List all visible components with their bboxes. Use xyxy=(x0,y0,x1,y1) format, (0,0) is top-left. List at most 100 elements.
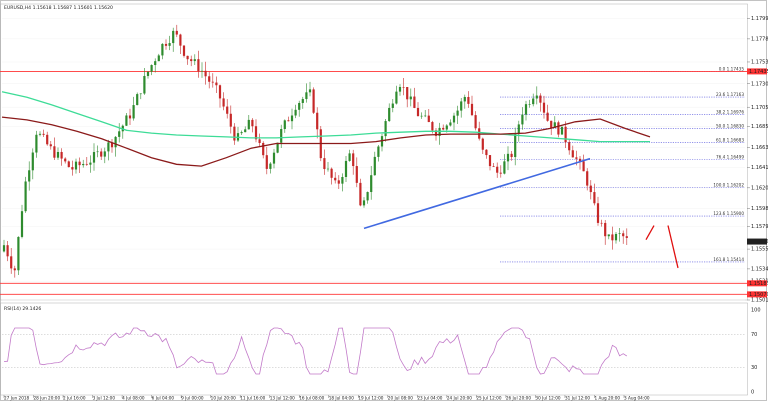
time-tick-label: 16 Jul 08:00 xyxy=(299,396,324,401)
candle-body xyxy=(420,115,423,117)
candle-body xyxy=(272,152,276,164)
candle-body xyxy=(532,98,535,105)
candle-body xyxy=(341,176,344,184)
price-tick-label: 1.17305 xyxy=(751,81,768,87)
time-tick-label: 2 Jul 16:00 xyxy=(63,396,86,401)
time-axis: 27 Jun 2018 28 Jun 20:00 2 Jul 16:00 3 Jul … xyxy=(3,395,650,401)
candle-body xyxy=(190,59,193,62)
rsi-line xyxy=(3,327,628,375)
time-tick-label: 18 Jul 04:00 xyxy=(329,396,354,401)
candle-body xyxy=(395,91,398,104)
candle-body xyxy=(258,139,261,143)
candle-body xyxy=(269,163,272,169)
candle-body xyxy=(496,166,499,173)
time-tick-label: 4 Jul 08:00 xyxy=(122,396,145,401)
candle-body xyxy=(542,102,546,113)
candle-body xyxy=(82,163,85,166)
candle-body xyxy=(575,157,578,159)
fib-level-label: 161.8 1.15414 xyxy=(713,257,744,262)
price-tick-label: 1.17780 xyxy=(751,36,768,42)
candle-body xyxy=(67,161,70,168)
candle-body xyxy=(215,82,218,86)
candle-body xyxy=(301,99,304,103)
candle-body xyxy=(427,115,430,123)
time-tick-label: 9 Jul 00:00 xyxy=(181,396,204,401)
candle-body xyxy=(449,122,452,126)
candle-body xyxy=(154,61,157,66)
moving-average-slow xyxy=(1,116,651,167)
candle-body xyxy=(571,150,574,158)
candlestick-series xyxy=(2,24,628,278)
candle-body xyxy=(244,129,247,133)
candle-body xyxy=(78,161,81,166)
candle-body xyxy=(456,110,459,116)
candle-body xyxy=(186,55,189,60)
candle-body xyxy=(64,158,67,162)
candle-body xyxy=(539,95,542,103)
price-tick-label: 1.15340 xyxy=(751,266,768,272)
candle-body xyxy=(460,101,463,111)
candle-body xyxy=(96,151,99,153)
candle-body xyxy=(348,153,351,161)
candle-body xyxy=(114,136,117,148)
candle-body xyxy=(254,126,258,140)
candle-body xyxy=(416,107,420,117)
bullish-trendline xyxy=(363,157,591,230)
projection-arrows xyxy=(645,225,679,269)
time-tick-label: 3 Jul 12:00 xyxy=(93,396,116,401)
price-badge-label: 1.15187 xyxy=(749,281,768,287)
candle-body xyxy=(557,122,560,135)
time-tick-label: 28 Jun 20:00 xyxy=(34,396,61,401)
price-badge xyxy=(747,280,767,287)
candle-body xyxy=(510,153,513,158)
candle-body xyxy=(614,233,618,241)
price-tick-label: 1.15550 xyxy=(751,247,768,253)
projection-up-stroke xyxy=(645,225,655,240)
time-tick-label: 24 Jul 20:00 xyxy=(447,396,472,401)
candle-body xyxy=(442,127,445,130)
candle-body xyxy=(467,96,470,104)
price-tick-label: 1.16200 xyxy=(751,185,768,191)
candle-body xyxy=(485,149,488,156)
candle-body xyxy=(334,177,337,181)
price-badge-label: 1.15630 xyxy=(749,239,768,245)
time-tick-label: 1 Aug 20:00 xyxy=(594,396,620,401)
candle-body xyxy=(582,161,585,172)
time-tick-label: 6 Jul 04:00 xyxy=(152,396,175,401)
candle-body xyxy=(89,162,92,165)
candle-body xyxy=(92,152,96,163)
candle-body xyxy=(578,158,582,162)
price-badge xyxy=(747,238,767,245)
candle-body xyxy=(200,70,204,72)
candle-body xyxy=(618,233,621,234)
candle-body xyxy=(211,81,214,83)
candle-body xyxy=(161,43,164,56)
moving-average-fast xyxy=(1,91,650,143)
candle-body xyxy=(6,245,9,257)
time-tick-label: 19 Jul 12:00 xyxy=(358,396,383,401)
candle-body xyxy=(424,115,427,117)
candle-body xyxy=(366,192,369,201)
candle-body xyxy=(521,114,524,125)
candle-body xyxy=(402,87,405,88)
candle-body xyxy=(31,152,34,171)
fib-level-label: 100.0 1.16202 xyxy=(713,183,744,188)
candle-body xyxy=(53,146,56,158)
price-badges: 1.17435 1.15630 1.15187 1.15070 xyxy=(747,68,768,298)
candle-body xyxy=(323,158,326,170)
candle-body xyxy=(290,115,294,122)
candle-body xyxy=(528,104,531,105)
candle-body xyxy=(474,115,477,129)
fib-level-label: 23.6 1.17163 xyxy=(716,92,744,97)
time-tick-label: 30 Jul 12:00 xyxy=(535,396,560,401)
candle-body xyxy=(434,130,438,136)
trendline-group xyxy=(363,157,591,230)
candle-body xyxy=(229,113,232,127)
candle-body xyxy=(283,120,286,130)
candle-body xyxy=(262,142,265,156)
candle-body xyxy=(218,85,222,99)
rsi-header: RSI(14) 29.1426 xyxy=(4,306,41,312)
price-axis: 1.17995 1.17780 1.17535 1.17305 1.17055 1.168… xyxy=(747,16,768,304)
candle-body xyxy=(107,142,110,152)
candle-body xyxy=(622,233,625,237)
